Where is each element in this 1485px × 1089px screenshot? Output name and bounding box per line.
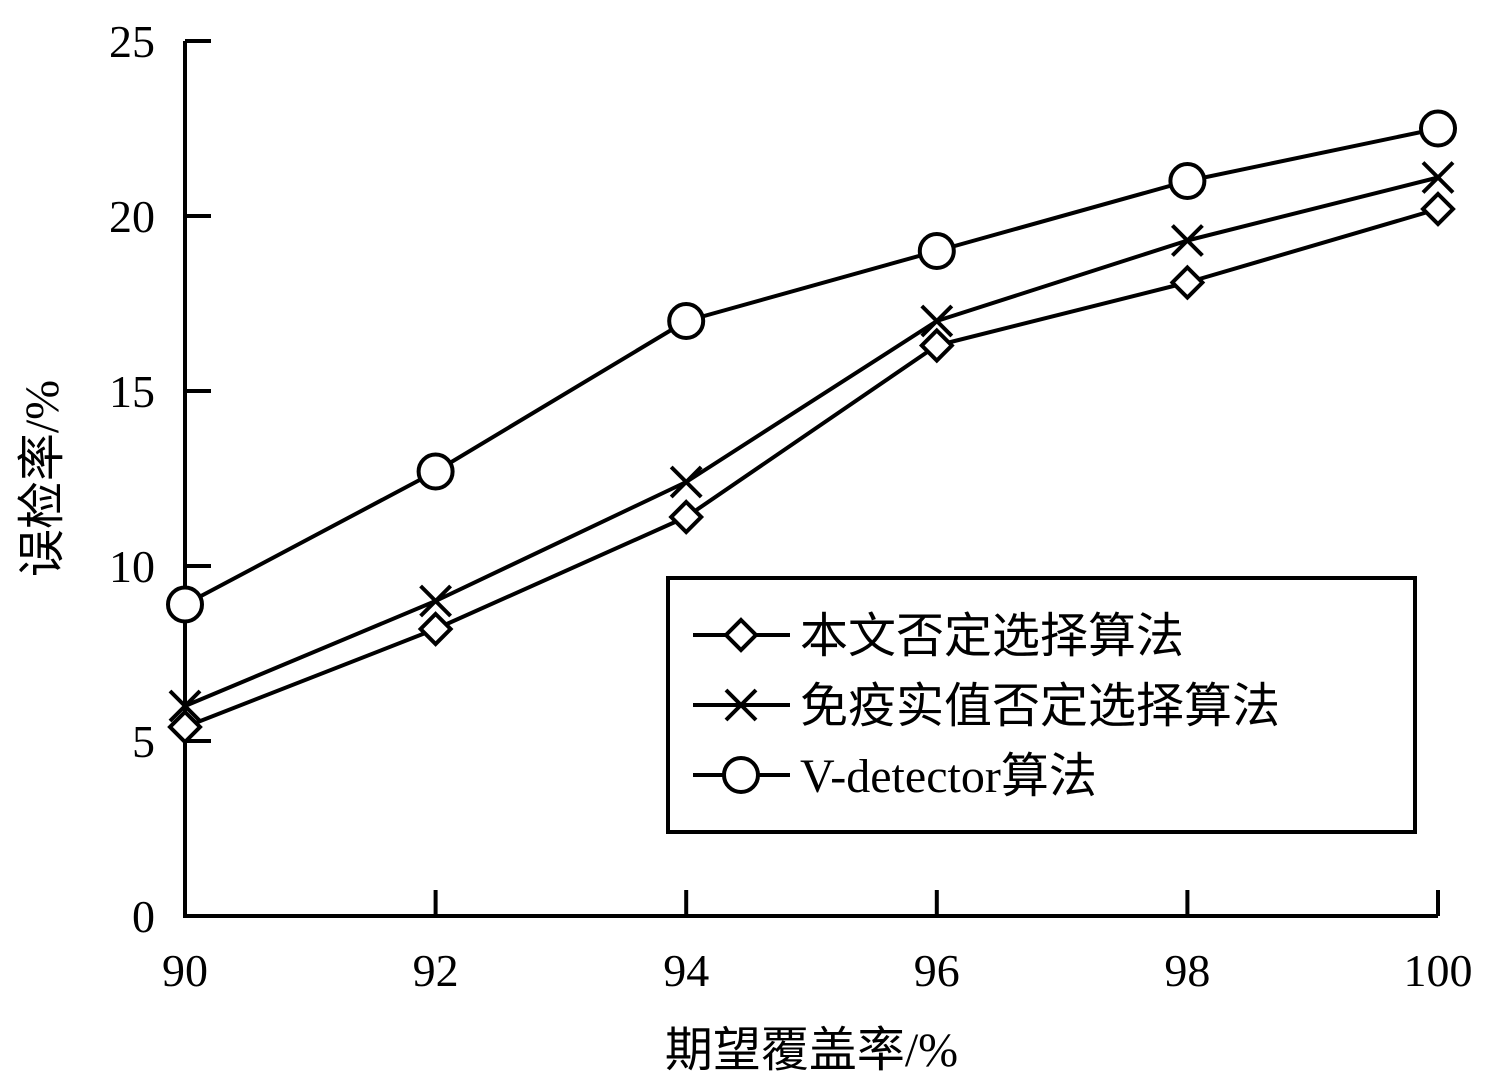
series-line xyxy=(184,126,1439,607)
cross-stroke xyxy=(724,688,758,722)
cross-stroke xyxy=(669,465,703,499)
data-point xyxy=(724,688,758,722)
legend-entry: 本文否定选择算法 xyxy=(693,610,1184,663)
legend-box xyxy=(666,576,1417,834)
cross-stroke xyxy=(1170,224,1204,257)
axes: 0 5 10 15 20 25 90 92 94 96 98 100 xyxy=(109,16,1473,996)
legend-label: 本文否定选择算法 xyxy=(800,610,1184,663)
data-point xyxy=(416,452,455,491)
legend-entry: V-detector算法 xyxy=(693,750,1097,803)
x-tick-label: 92 xyxy=(413,945,459,996)
data-point xyxy=(167,709,203,745)
data-point xyxy=(918,327,955,364)
series-diamond xyxy=(167,191,1456,745)
cross-stroke xyxy=(168,689,202,723)
data-point xyxy=(1419,109,1457,148)
data-point xyxy=(166,585,204,624)
series-cross xyxy=(168,161,1455,723)
series-layer xyxy=(166,109,1457,745)
cross-stroke xyxy=(1421,161,1455,194)
data-point xyxy=(417,611,454,647)
data-point xyxy=(920,304,954,338)
legend-entry: 免疫实值否定选择算法 xyxy=(693,680,1280,733)
y-axis-label: 误检率/% xyxy=(16,380,69,577)
data-point xyxy=(168,689,202,723)
x-tick-label: 96 xyxy=(914,945,960,996)
data-point xyxy=(1169,264,1206,301)
data-point xyxy=(1420,191,1456,227)
y-tick-label: 15 xyxy=(109,366,155,417)
cross-stroke xyxy=(419,584,453,618)
series-circle xyxy=(166,109,1457,624)
series-line xyxy=(184,175,1439,708)
data-point xyxy=(669,465,703,499)
x-tick-label: 100 xyxy=(1404,945,1473,996)
data-point xyxy=(722,756,760,794)
data-point xyxy=(667,302,706,340)
y-tick-label: 20 xyxy=(109,191,155,242)
y-tick-label: 10 xyxy=(109,541,155,592)
y-tick-label: 5 xyxy=(132,716,155,767)
y-tick-label: 0 xyxy=(132,891,155,942)
data-point xyxy=(1168,162,1207,200)
y-tick-label: 25 xyxy=(109,16,155,67)
series-line xyxy=(184,207,1439,729)
cross-stroke xyxy=(920,304,954,338)
x-tick-label: 98 xyxy=(1164,945,1210,996)
data-point xyxy=(1170,224,1204,257)
data-point xyxy=(668,499,705,535)
x-axis-label: 期望覆盖率/% xyxy=(665,1024,958,1077)
legend-label: 免疫实值否定选择算法 xyxy=(800,680,1280,733)
data-point xyxy=(723,617,759,653)
data-point xyxy=(917,232,956,270)
x-tick-label: 94 xyxy=(663,945,709,996)
legend-label: V-detector算法 xyxy=(800,750,1097,803)
data-point xyxy=(419,584,453,618)
data-point xyxy=(1421,161,1455,194)
x-tick-label: 90 xyxy=(162,945,208,996)
